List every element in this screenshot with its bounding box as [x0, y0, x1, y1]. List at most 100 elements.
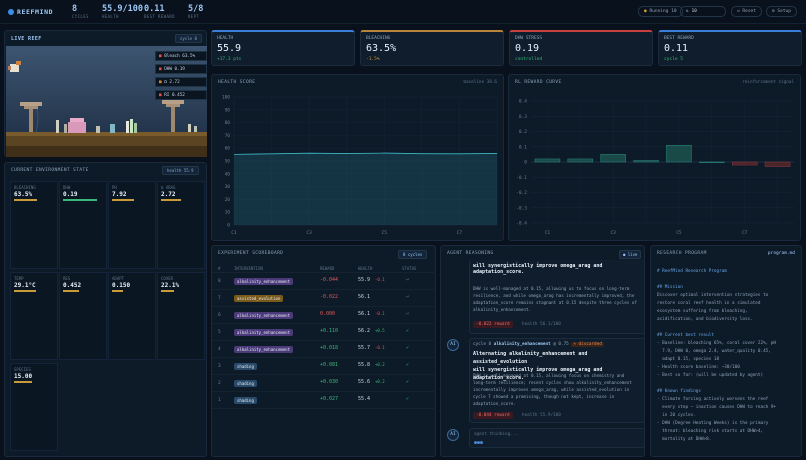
- env-bar: [112, 199, 134, 201]
- row-number: 1: [218, 398, 221, 403]
- cycles-badge: 8 cycles: [398, 250, 428, 259]
- table-row[interactable]: 5 alkalinity_enhancement +0.110 56.2 +0.5 ✓: [212, 324, 436, 341]
- program-line: - DHW (Degree Heating Weeks) is the prim…: [657, 421, 769, 426]
- x-tick-label: C7: [457, 230, 463, 236]
- y-tick-label: 30: [225, 184, 231, 190]
- program-line: acidification, and biodiversity loss.: [657, 317, 753, 322]
- env-cell-0: BLEACHING 63.5%: [10, 181, 58, 269]
- m2-health: health 55.9/100: [522, 413, 561, 418]
- running-status[interactable]: ● Running 10: [638, 6, 683, 17]
- live-badge: ● live: [619, 250, 642, 259]
- metric-sub: cycle 5: [664, 57, 683, 62]
- status-dot-icon: ●: [644, 9, 647, 14]
- reset-button[interactable]: ↺ Reset: [731, 6, 762, 17]
- m2-reward-badge: -0.044 reward: [473, 412, 513, 419]
- program-line: in 20 cycles.: [657, 413, 696, 418]
- setup-button[interactable]: ⚙ Setup: [766, 6, 797, 17]
- intervention-tag: alkalinity_enhancement: [234, 329, 293, 336]
- row-number: 2: [218, 381, 221, 386]
- ai-avatar: AI: [447, 339, 459, 351]
- intervention-tag: alkalinity_enhancement: [234, 312, 293, 319]
- table-row[interactable]: 6 alkalinity_enhancement 0.000 56.1 -0.1 ↩: [212, 307, 436, 324]
- reward-value: -0.044: [320, 277, 339, 283]
- metric-sub: controlled: [515, 57, 543, 62]
- overlay-omega: ■ Ω 2.72: [155, 77, 207, 87]
- x-tick-label: C3: [306, 230, 312, 236]
- health-value: 56.1: [358, 311, 371, 317]
- env-cell-2: PH 7.92: [108, 181, 156, 269]
- health-value: 56.2: [358, 328, 371, 334]
- health-delta: -0.1: [375, 345, 385, 350]
- table-row[interactable]: 8 alkalinity_enhancement -0.044 55.9 -0.1 ↩: [212, 273, 436, 290]
- y-tick-label: -0.1: [516, 175, 527, 181]
- metric-value: 0.11: [664, 43, 689, 54]
- reef-overlay: ■ Bleach 63.5% ■ DHW 0.19 ■ Ω 2.72 ■ RI …: [155, 51, 207, 100]
- env-cell-5: RES 0.452: [59, 272, 107, 360]
- program-line: mortality at DHW>8.: [657, 437, 712, 442]
- table-row[interactable]: 2 shading +0.030 55.6 +0.2 ✓: [212, 375, 436, 392]
- env-value: 2.72: [161, 191, 176, 198]
- reward-value: +0.081: [320, 362, 339, 368]
- env-bar: [161, 290, 174, 292]
- steps-input[interactable]: ⇅ 10: [680, 6, 726, 17]
- env-label: BLEACHING: [14, 185, 36, 190]
- env-bar: [161, 199, 181, 201]
- m1-health: health 56.1/100: [522, 322, 561, 327]
- top-bar: REEFMIND 8 CYCLES 55.9/100 HEALTH 0.11 BEST…: [0, 0, 806, 24]
- metric-title: BLEACHING: [366, 36, 391, 41]
- metric-sub: +17.3 pts: [217, 57, 242, 62]
- env-bar: [112, 290, 123, 292]
- status-icon: ✓: [406, 345, 410, 351]
- typing-dots-icon: ●●●: [474, 440, 484, 446]
- baseline-label: baseline 38.6: [463, 80, 497, 85]
- health-value: 55.9: [358, 277, 371, 283]
- program-line: ## Known findings: [657, 389, 701, 394]
- reward-bar: [534, 158, 561, 163]
- reward-chart: 0.4 0.3 0.2 0.1 0 -0.1 -0.2 -0.3 -0.4 C1 C3 C5 C7: [516, 99, 794, 236]
- program-text[interactable]: # ReefMind Research Program ## Mission Dis…: [657, 268, 776, 444]
- program-line: # ReefMind Research Program: [657, 269, 727, 274]
- reasoning-title: AGENT REASONING: [447, 251, 494, 256]
- row-number: 8: [218, 279, 221, 284]
- m1-reward-badge: -0.022 reward: [473, 321, 513, 328]
- stat-best-reward: 0.11 BEST REWARD: [144, 4, 175, 19]
- env-label: ADAPT: [112, 276, 125, 281]
- env-cell-3: Ω ARAG 2.72: [157, 181, 205, 269]
- health-value: 55.7: [358, 345, 371, 351]
- scoreboard-panel: EXPERIMENT SCOREBOARD 8 cycles # INTERVE…: [211, 245, 436, 457]
- env-label: TEMP: [14, 276, 24, 281]
- env-label: RES: [63, 276, 71, 281]
- reasoning-message-1[interactable]: will synergistically improve omega_arag …: [469, 260, 644, 334]
- status-icon: ✓: [406, 362, 410, 368]
- program-line: [657, 380, 776, 388]
- coral-left-icon: [20, 102, 42, 132]
- env-cell-8: SPECIES 15.00: [10, 363, 58, 451]
- y-tick-label: 70: [225, 133, 231, 139]
- env-label: DHW: [63, 185, 71, 190]
- y-tick-label: 20: [225, 197, 231, 203]
- m2-body: DHW is well-managed at 0.15, allowing fo…: [473, 373, 632, 406]
- table-row[interactable]: 1 shading +0.027 55.4 ✓: [212, 392, 436, 409]
- y-tick-label: -0.2: [516, 190, 527, 196]
- coral-green-icon: [126, 119, 137, 133]
- x-tick-label: C1: [545, 230, 551, 236]
- program-line: - Best so far: (will be updated by agent…: [657, 373, 764, 378]
- status-icon: ↩: [406, 277, 410, 283]
- coral-pink-icon: [68, 118, 86, 133]
- reward-bar: [731, 161, 758, 166]
- table-row[interactable]: 4 alkalinity_enhancement +0.018 55.7 -0.1 ✓: [212, 341, 436, 358]
- program-line: restore coral reef health in a simulated: [657, 301, 761, 306]
- table-row[interactable]: 7 assisted_evolution -0.022 56.1 ↩: [212, 290, 436, 307]
- y-tick-label: 60: [225, 146, 231, 152]
- y-tick-label: 0.3: [519, 114, 527, 120]
- reward-bar: [699, 161, 725, 163]
- x-tick-label: C5: [676, 230, 682, 236]
- reasoning-message-2[interactable]: cycle 8 alkalinity_enhancement @ 0.75 × …: [469, 338, 644, 423]
- row-number: 5: [218, 330, 221, 335]
- env-cell-4: TEMP 29.1°C: [10, 272, 58, 360]
- table-row[interactable]: 3 shading +0.081 55.8 +0.2 ✓: [212, 358, 436, 375]
- program-line: [657, 324, 776, 332]
- metric-value: 55.9: [217, 43, 242, 54]
- health-delta: -0.1: [375, 277, 385, 282]
- reward-bar: [666, 144, 692, 163]
